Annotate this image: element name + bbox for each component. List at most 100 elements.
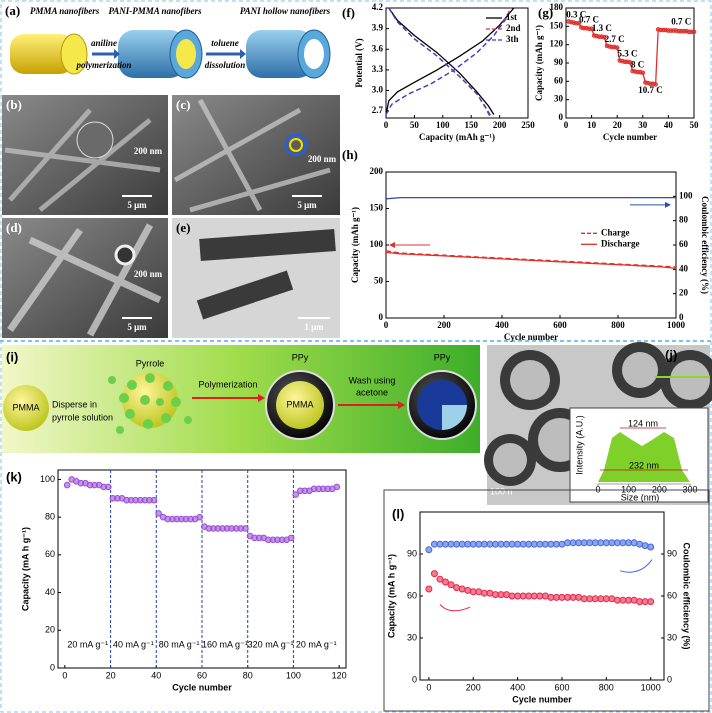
annotation: 40 mA g⁻¹ xyxy=(113,640,154,650)
annotation: 20 mA g⁻¹ xyxy=(67,640,108,650)
shell-label: PPy xyxy=(434,352,451,362)
y-tick-label: 60 xyxy=(407,590,417,600)
inset-y-label: Intensity (A.U.) xyxy=(574,415,584,475)
step-label: Polymerization xyxy=(198,379,257,389)
data-point xyxy=(640,70,646,76)
scale-label: 100 n xyxy=(490,486,513,496)
x-tick-label: 200 xyxy=(493,120,507,130)
data-point xyxy=(425,546,433,554)
data-point xyxy=(541,592,549,600)
y-axis-title: Potential (V) xyxy=(354,38,364,87)
x-tick-label: 250 xyxy=(521,120,535,130)
y-axis-title: Capacity (mAh g⁻¹) xyxy=(350,207,360,283)
y-tick-label: 90 xyxy=(554,57,564,67)
panel-d: (d) 200 nm 5 μm xyxy=(2,218,168,338)
panel-label: (a) xyxy=(5,3,20,18)
panel-e: (e) 1 μm xyxy=(172,218,340,338)
x-axis-title: Capacity (mAh g⁻¹) xyxy=(419,132,495,142)
data-point xyxy=(464,586,472,594)
y-tick-label: 3.6 xyxy=(372,43,384,53)
scale-label: 1 μm xyxy=(304,322,324,332)
y2-tick-label: 100 xyxy=(679,190,693,200)
annotation: 0.7 C xyxy=(579,14,599,24)
annotation: 80 mA g⁻¹ xyxy=(159,640,200,650)
panel-i: (i) PMMA Disperse in pyrrole solution Py… xyxy=(2,345,480,453)
annotation: 20 mA g⁻¹ xyxy=(296,640,337,650)
y2-tick-label: 0 xyxy=(679,312,684,322)
x-axis-title: Cycle number xyxy=(512,694,572,704)
annotation: 1.3 C xyxy=(592,23,612,33)
y-tick-label: 60 xyxy=(45,549,55,559)
panel-label: (j) xyxy=(665,347,677,362)
x-tick-label: 200 xyxy=(437,320,451,330)
panel-box xyxy=(383,489,710,712)
y-tick-label: 100 xyxy=(370,239,384,249)
y-tick-label: 3.3 xyxy=(372,64,384,74)
x-tick-label: 0 xyxy=(384,120,389,130)
x-tick-label: 800 xyxy=(599,682,614,692)
data-point xyxy=(602,35,607,40)
arrow xyxy=(439,604,471,612)
data-point xyxy=(155,510,162,517)
stage-label: PMMA nanofibers xyxy=(30,6,100,16)
y2-tick-label: 20 xyxy=(679,288,689,298)
y-tick-label: 200 xyxy=(370,166,384,176)
data-point xyxy=(442,578,450,586)
chart: 0 10 20 30 40 50 0 30 60 90 120 150 180 Cycle number C… xyxy=(534,2,699,142)
scale-label: 5 μm xyxy=(127,322,147,332)
x-tick-label: 800 xyxy=(611,320,625,330)
inset-annotation: 124 nm xyxy=(628,418,658,428)
panel-label: (k) xyxy=(6,469,22,484)
y-axis-title: Capacity (mA h g⁻¹) xyxy=(20,527,30,611)
core-label: PMMA xyxy=(287,399,314,409)
annotation: 5.3 C xyxy=(617,49,637,59)
y2-axis-title: Coulombic efficiency (%) xyxy=(700,196,710,294)
y-tick-label: 0 xyxy=(412,674,417,684)
annotation: 2.7 C xyxy=(605,34,625,44)
data-point xyxy=(627,60,633,65)
monomer-label: Pyrrole xyxy=(136,358,165,368)
panel-a: (a) PMMA nanofibers PANI-PMMA nanofibers… xyxy=(5,3,331,79)
y2-tick-label: 60 xyxy=(667,590,677,600)
panel-label: (f) xyxy=(342,5,355,20)
stage-label: PANI-PMMA nanofibers xyxy=(108,6,202,16)
x-tick-label: 50 xyxy=(690,120,700,130)
step-label: Wash using xyxy=(349,375,396,385)
x-tick-label: 10 xyxy=(587,120,597,130)
y-tick-label: 2.7 xyxy=(372,105,384,115)
y2-tick-label: 90 xyxy=(667,548,677,558)
stage-label: PANI hollow nanofibers xyxy=(240,6,331,16)
inset-x-label: Size (nm) xyxy=(621,492,660,502)
data-point xyxy=(486,589,494,597)
x-tick-label: 100 xyxy=(436,120,450,130)
inset-tick-label: 300 xyxy=(682,484,697,494)
y2-tick-label: 80 xyxy=(679,215,689,225)
data-point xyxy=(436,575,444,583)
data-point xyxy=(63,481,71,489)
inset-annotation: 232 nm xyxy=(629,460,659,470)
data-point xyxy=(636,540,644,548)
inset-tick-label: 0 xyxy=(595,484,600,494)
data-point xyxy=(430,570,438,578)
step-label: polymerization xyxy=(75,60,131,70)
y2-axis-title: Coulombic efficiency (%) xyxy=(682,542,692,649)
panel-label: (e) xyxy=(176,220,190,235)
data-point xyxy=(608,595,616,603)
arrow xyxy=(619,559,653,573)
data-point xyxy=(447,581,455,589)
arrowhead xyxy=(665,201,671,208)
inset-axis: 0 100 200 300 xyxy=(595,483,698,494)
series-line xyxy=(385,251,677,270)
annotation: 0.7 C xyxy=(671,17,691,27)
chart: 0 50 100 150 200 250 2.7 3.0 3.3 3.6 3.9 4.2 Capacit… xyxy=(342,2,535,142)
plot-frame xyxy=(385,7,529,119)
legend-label: 2nd xyxy=(506,23,521,33)
data-point xyxy=(589,26,594,32)
y-tick-label: 150 xyxy=(550,20,564,30)
charts: 0 50 100 150 200 2502.73.03.33.63.94.2Capacit… xyxy=(6,2,710,704)
data-point xyxy=(653,82,658,87)
step-label: acetone xyxy=(356,387,388,397)
y-axis-title: Capacity (mAh g⁻¹) xyxy=(534,25,544,101)
